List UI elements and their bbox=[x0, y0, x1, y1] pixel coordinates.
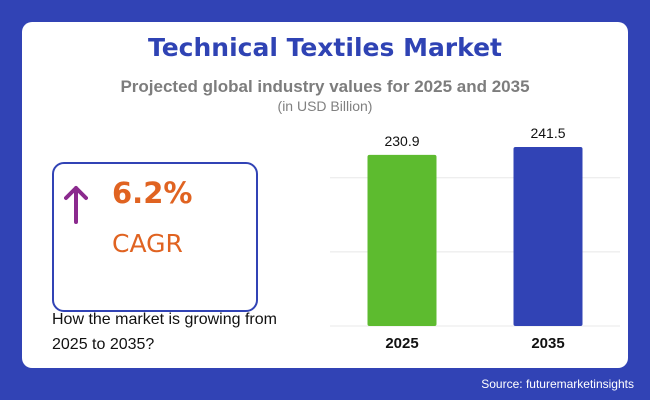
bar-2035 bbox=[513, 147, 583, 326]
page-title: Technical Textiles Market bbox=[147, 33, 503, 62]
data-label: 230.9 bbox=[384, 133, 419, 149]
source-text: Source: futuremarketinsights bbox=[481, 377, 634, 391]
arrow-up-icon bbox=[64, 186, 88, 224]
bar-2025 bbox=[367, 154, 437, 326]
unit-label: (in USD Billion) bbox=[277, 98, 373, 114]
cagr-label: CAGR bbox=[112, 229, 183, 258]
x-tick-label: 2025 bbox=[385, 335, 418, 352]
subtitle: Projected global industry values for 202… bbox=[120, 77, 530, 96]
data-label: 241.5 bbox=[530, 125, 565, 141]
cagr-box bbox=[52, 162, 258, 312]
cagr-value: 6.2% bbox=[112, 176, 193, 210]
question-text: How the market is growing from 2025 to 2… bbox=[52, 311, 277, 353]
x-tick-label: 2035 bbox=[531, 335, 564, 352]
